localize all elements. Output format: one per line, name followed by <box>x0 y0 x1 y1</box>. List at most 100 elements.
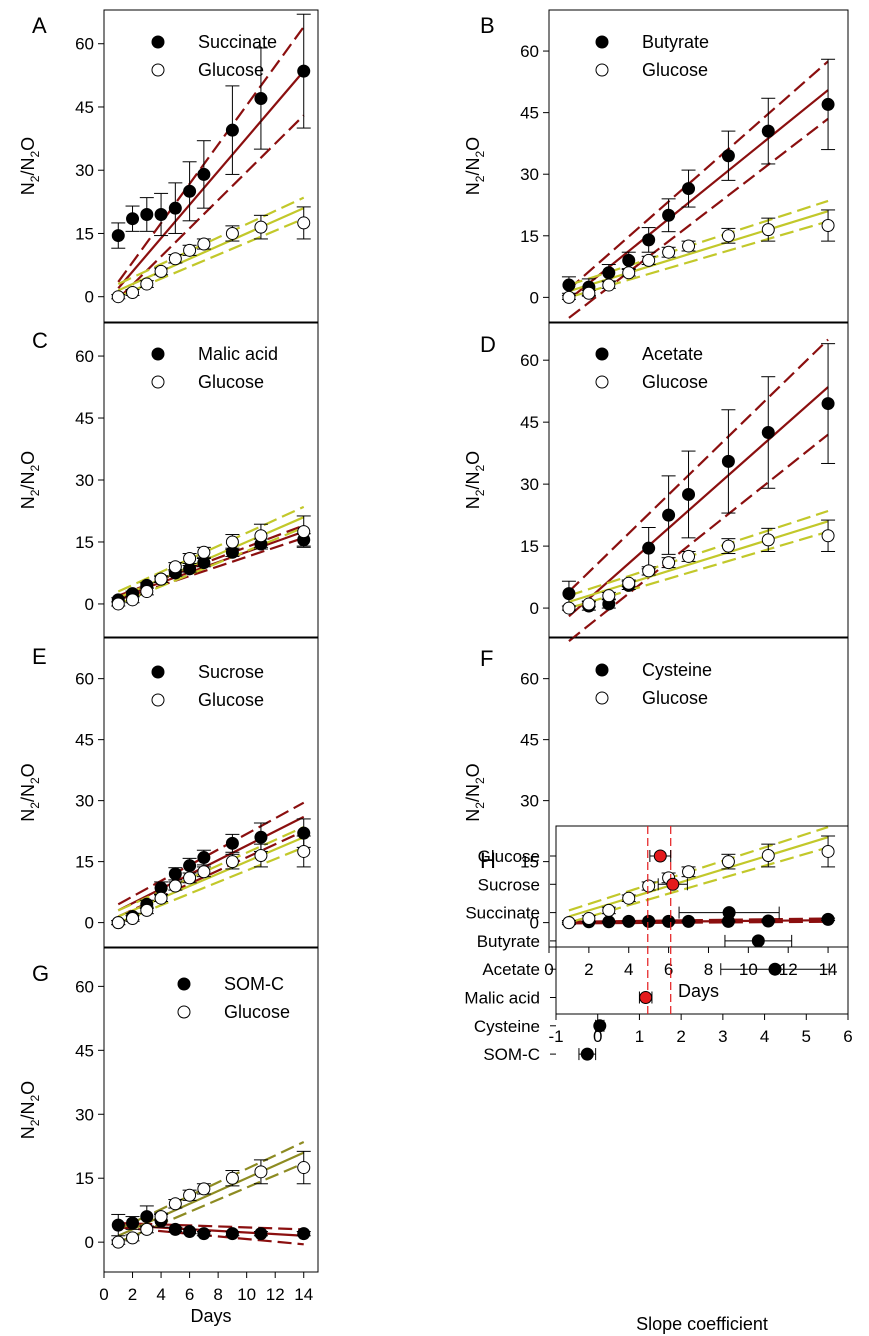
data-point-filled <box>254 830 268 844</box>
plot-frame <box>103 9 319 323</box>
data-point-filled <box>602 915 616 929</box>
data-point-open <box>111 916 125 930</box>
y-axis-label-mid: /N <box>18 784 38 802</box>
legend-label: Acetate <box>642 344 703 364</box>
data-point-open <box>642 879 656 893</box>
legend-label: Glucose <box>198 60 264 80</box>
data-point-filled <box>662 508 676 522</box>
legend-label: Sucrose <box>198 662 264 682</box>
y-tick-label: 45 <box>520 413 539 432</box>
data-point-open <box>562 290 576 304</box>
data-point-filled <box>197 851 211 865</box>
data-point-open <box>225 226 239 240</box>
data-point-open <box>662 245 676 259</box>
data-point-filled <box>126 1216 140 1230</box>
y-axis-label-sub: 2 <box>473 175 487 182</box>
y-tick-label: 45 <box>75 98 94 117</box>
y-tick-label: 45 <box>75 409 94 428</box>
regression-line <box>117 815 305 912</box>
data-point-open <box>254 220 268 234</box>
data-point-filled <box>682 487 696 501</box>
data-point-filled <box>297 64 311 78</box>
confidence-band-upper <box>568 509 829 597</box>
y-axis-label-sub: 2 <box>28 1119 42 1126</box>
data-point-open <box>111 597 125 611</box>
x-tick-label: -1 <box>548 1027 563 1046</box>
y-tick-label: 30 <box>75 1105 94 1124</box>
data-point-open <box>622 266 636 280</box>
data-point-open <box>254 529 268 543</box>
x-tick-label: 8 <box>213 1285 222 1304</box>
data-point-open <box>183 552 197 565</box>
data-point-open <box>761 223 775 237</box>
y-axis-label-sub: 2 <box>473 802 487 809</box>
data-point-filled <box>225 1227 239 1241</box>
y-axis-label-sub: 2 <box>28 489 42 496</box>
data-point-open <box>297 844 311 858</box>
category-label: Sucrose <box>478 875 540 894</box>
legend-marker <box>595 63 609 77</box>
data-point-filled <box>111 1218 125 1232</box>
y-axis-label: N2/N2O <box>18 1081 42 1139</box>
y-axis-label-sub: 2 <box>28 1095 42 1102</box>
y-axis-label-end: O <box>463 451 483 465</box>
y-axis-label-end: O <box>18 137 38 151</box>
y-tick-label: 30 <box>75 471 94 490</box>
panel-letter: E <box>32 644 47 669</box>
y-axis-label: N2/N2O <box>18 451 42 509</box>
data-point-filled <box>225 123 239 137</box>
data-point-open <box>821 844 835 858</box>
data-point-open <box>154 891 168 905</box>
data-point-open <box>682 239 696 253</box>
legend-label: Glucose <box>642 372 708 392</box>
y-tick-label: 60 <box>75 35 94 54</box>
confidence-band-lower <box>117 114 305 300</box>
x-tick-label: 3 <box>718 1027 727 1046</box>
y-axis-label-mid: /N <box>463 472 483 490</box>
legend-label: Malic acid <box>198 344 278 364</box>
legend-label: Glucose <box>642 688 708 708</box>
data-point-open <box>602 903 616 917</box>
y-tick-label: 0 <box>530 599 539 618</box>
data-point-filled <box>562 587 576 601</box>
y-axis-label: N2/N2O <box>463 451 487 509</box>
data-point-open <box>662 556 676 570</box>
data-point-filled <box>662 208 676 222</box>
x-tick-label: 0 <box>544 960 553 979</box>
plot-frame <box>555 825 849 1015</box>
data-point-open <box>225 1171 239 1185</box>
data-point-filled <box>721 454 735 468</box>
y-tick-label: 30 <box>75 161 94 180</box>
data-point-open <box>140 1222 154 1236</box>
category-label: Malic acid <box>464 989 540 1008</box>
data-point-open <box>183 1188 197 1202</box>
x-tick-label: 5 <box>802 1027 811 1046</box>
data-point-open <box>154 264 168 278</box>
data-point-open <box>582 912 596 926</box>
y-axis-label-main: N <box>463 809 483 822</box>
data-point-filled <box>682 182 696 196</box>
y-tick-label: 15 <box>75 1169 94 1188</box>
category-label: SOM-C <box>483 1045 540 1064</box>
y-axis-label: N2/N2O <box>18 763 42 821</box>
legend-marker <box>595 375 609 389</box>
legend-label: Glucose <box>198 372 264 392</box>
data-point-open <box>642 253 656 267</box>
legend-marker <box>177 1005 191 1019</box>
data-point-filled <box>183 859 197 873</box>
y-axis-label-sub: 2 <box>473 151 487 158</box>
data-point-filled <box>183 1225 197 1238</box>
regression-line <box>568 386 829 618</box>
y-tick-label: 0 <box>85 914 94 933</box>
data-point-filled <box>154 207 168 221</box>
confidence-band-upper <box>568 826 829 912</box>
y-tick-label: 0 <box>530 914 539 933</box>
slope-point <box>722 906 736 920</box>
x-axis-label: Days <box>678 981 719 1001</box>
confidence-band-upper <box>117 26 305 283</box>
y-axis-label-mid: /N <box>463 784 483 802</box>
